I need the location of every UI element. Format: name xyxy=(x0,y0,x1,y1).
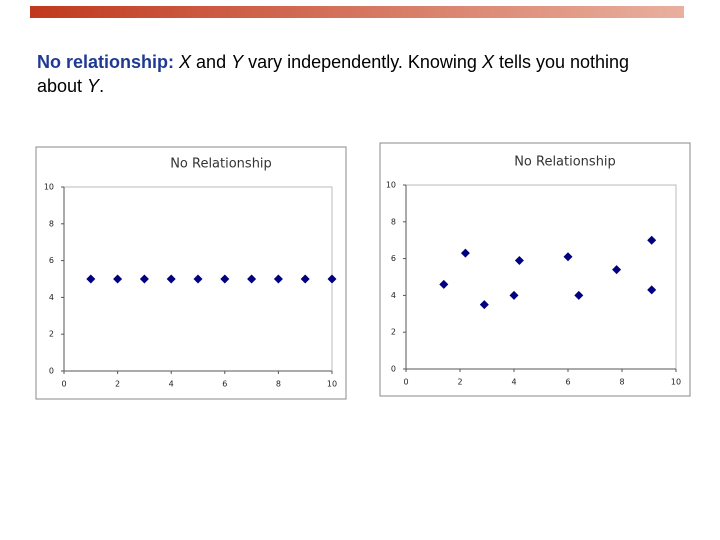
point xyxy=(612,265,622,275)
slide-text: No relationship: X and Y vary independen… xyxy=(37,50,657,98)
chart-title: No Relationship xyxy=(170,157,272,172)
point xyxy=(509,290,519,300)
text-run: No relationship: xyxy=(37,52,175,72)
x-tick-label: 4 xyxy=(169,380,174,389)
point xyxy=(327,274,337,284)
y-tick-label: 8 xyxy=(49,219,54,228)
point xyxy=(273,274,283,284)
point xyxy=(166,274,176,284)
text-run: Y xyxy=(231,52,244,72)
x-tick-label: 10 xyxy=(327,380,337,389)
chart-frame xyxy=(379,142,691,397)
y-tick-label: 0 xyxy=(49,367,54,376)
chart-frame xyxy=(35,146,347,400)
y-tick-label: 10 xyxy=(386,181,396,190)
point xyxy=(193,274,203,284)
y-tick-label: 2 xyxy=(49,330,54,339)
text-run: tells you nothing about xyxy=(37,52,635,96)
y-tick-label: 2 xyxy=(391,328,396,337)
text-run: Y xyxy=(87,76,100,96)
point xyxy=(220,274,230,284)
point xyxy=(247,274,257,284)
header-bar xyxy=(30,6,684,18)
x-tick-label: 8 xyxy=(619,378,624,387)
y-tick-label: 10 xyxy=(44,183,54,192)
point xyxy=(139,274,149,284)
y-tick-label: 6 xyxy=(391,254,396,263)
y-tick-label: 8 xyxy=(391,217,396,226)
text-run: X xyxy=(481,52,494,72)
x-tick-label: 2 xyxy=(115,380,120,389)
point xyxy=(574,290,584,300)
x-tick-label: 2 xyxy=(457,378,462,387)
point xyxy=(300,274,310,284)
point xyxy=(479,300,489,310)
y-tick-label: 0 xyxy=(391,365,396,374)
point xyxy=(86,274,96,284)
text-run: . xyxy=(99,76,105,96)
y-tick-label: 4 xyxy=(391,291,396,300)
point xyxy=(647,285,657,295)
point xyxy=(514,255,524,265)
x-tick-label: 8 xyxy=(276,380,281,389)
x-tick-label: 4 xyxy=(511,378,516,387)
chart-title: No Relationship xyxy=(514,155,616,170)
text-run: vary independently. Knowing xyxy=(243,52,482,72)
text-run: and xyxy=(191,52,232,72)
point xyxy=(647,235,657,245)
y-tick-label: 4 xyxy=(49,293,54,302)
text-run: X xyxy=(179,52,192,72)
point xyxy=(460,248,470,258)
point xyxy=(113,274,123,284)
x-tick-label: 10 xyxy=(671,378,681,387)
point xyxy=(563,252,573,262)
x-tick-label: 6 xyxy=(565,378,570,387)
x-tick-label: 0 xyxy=(403,378,408,387)
point xyxy=(439,279,449,289)
y-tick-label: 6 xyxy=(49,256,54,265)
x-tick-label: 6 xyxy=(222,380,227,389)
x-tick-label: 0 xyxy=(61,380,66,389)
